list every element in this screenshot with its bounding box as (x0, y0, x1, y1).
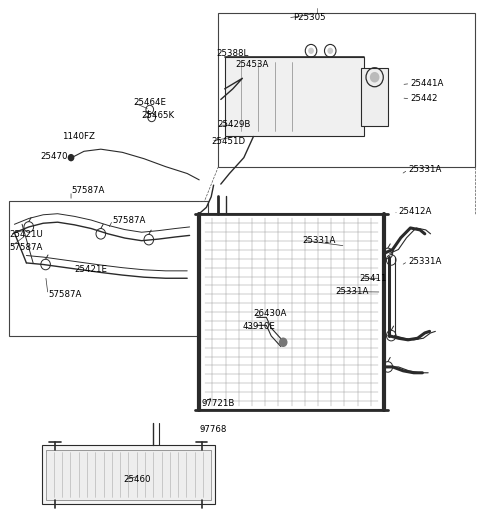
Bar (218, 13, 475, 167)
Bar (9, 201, 208, 336)
Text: 57587A: 57587A (10, 243, 43, 252)
Text: 97768: 97768 (199, 425, 227, 434)
Text: 25460: 25460 (124, 475, 151, 485)
Bar (42, 445, 215, 504)
Text: 26430A: 26430A (253, 309, 287, 318)
Text: 25411: 25411 (359, 273, 386, 283)
Text: 25453A: 25453A (235, 60, 269, 69)
Text: 25442: 25442 (410, 94, 438, 104)
Text: 57587A: 57587A (71, 186, 105, 196)
Circle shape (308, 48, 314, 54)
Text: 57587A: 57587A (113, 215, 146, 225)
Circle shape (279, 338, 288, 347)
Text: 25465K: 25465K (142, 111, 175, 120)
Text: 97721B: 97721B (202, 399, 235, 408)
Text: 25470: 25470 (41, 151, 68, 161)
Text: 25331A: 25331A (408, 165, 442, 175)
Text: 57587A: 57587A (48, 290, 82, 299)
Circle shape (68, 154, 74, 161)
Circle shape (370, 72, 379, 83)
Text: 43910E: 43910E (242, 322, 275, 332)
Text: 25421U: 25421U (10, 230, 44, 239)
Text: 1140FZ: 1140FZ (62, 132, 95, 141)
Text: 25464E: 25464E (133, 98, 167, 107)
Text: 25412A: 25412A (398, 206, 432, 216)
Text: 25331A: 25331A (335, 287, 369, 296)
Text: 25451D: 25451D (211, 136, 245, 146)
Bar (46, 450, 211, 500)
Text: 25421E: 25421E (74, 265, 108, 275)
Text: 25441A: 25441A (410, 79, 444, 88)
Text: 25429B: 25429B (217, 120, 251, 130)
Circle shape (327, 48, 333, 54)
Bar (225, 57, 364, 136)
Text: 25331A: 25331A (302, 235, 336, 245)
Text: P25305: P25305 (293, 13, 325, 23)
Text: 25388L: 25388L (216, 49, 248, 58)
Bar (361, 68, 388, 126)
Text: 25331A: 25331A (408, 257, 442, 266)
Bar (199, 214, 384, 410)
